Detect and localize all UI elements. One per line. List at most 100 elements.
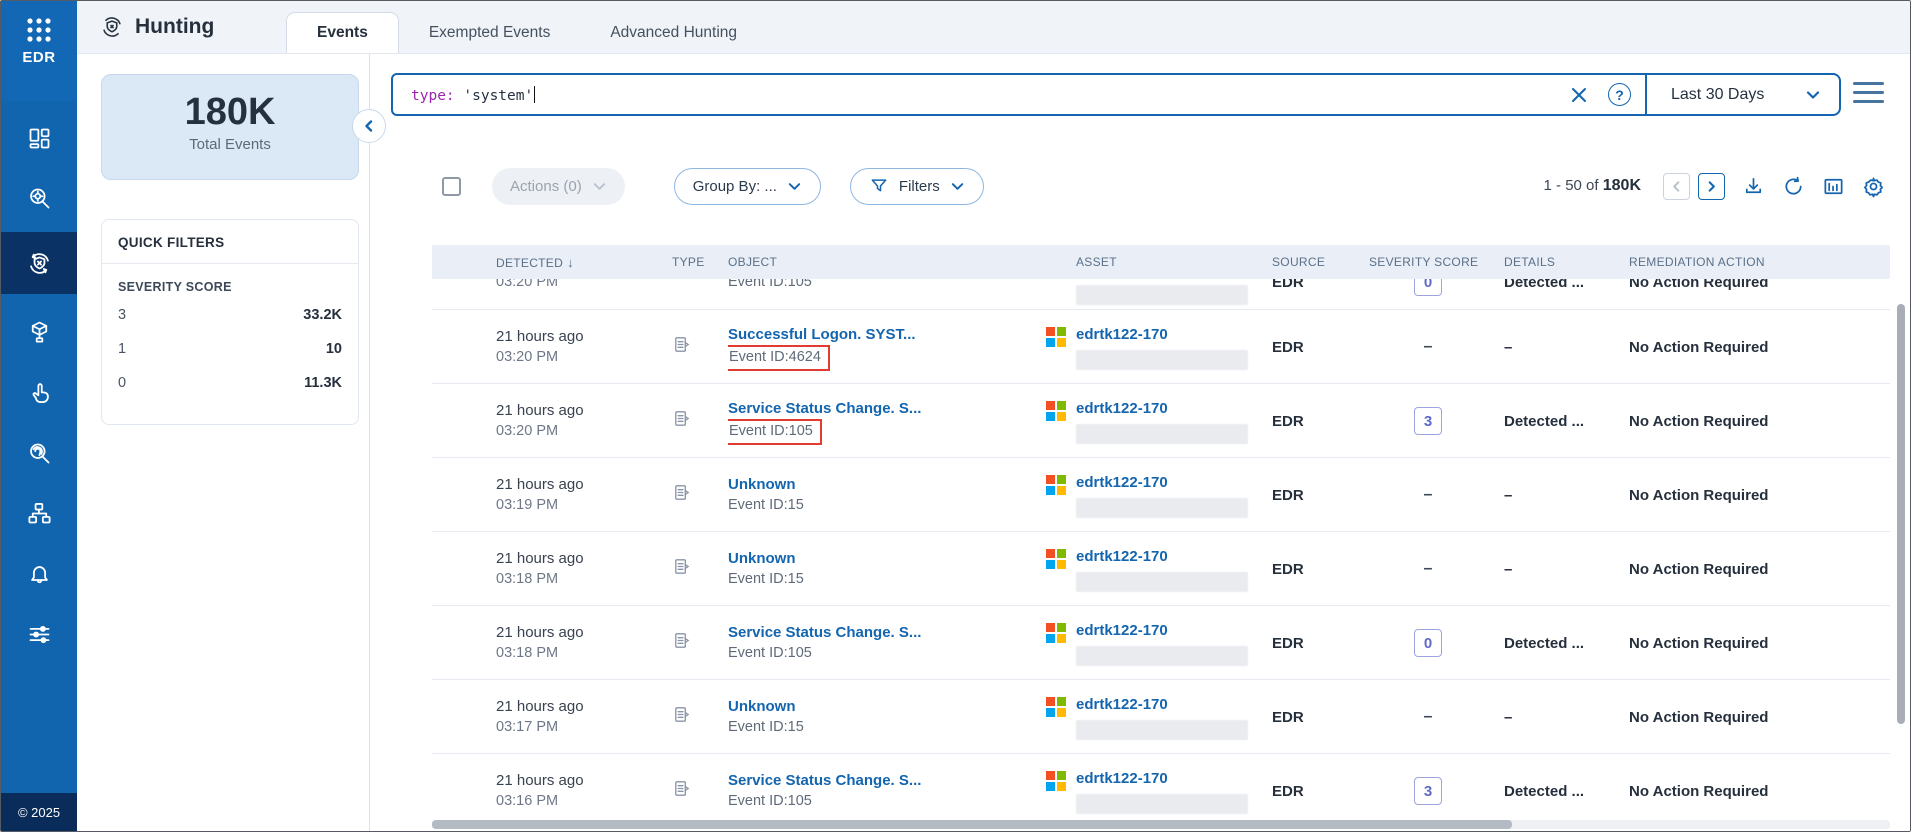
type-cell — [672, 335, 728, 359]
vertical-scrollbar[interactable] — [1897, 304, 1905, 724]
object-link[interactable]: Successful Logon. SYST... — [728, 325, 916, 343]
object-link[interactable]: Unknown — [728, 698, 796, 715]
sidebar-item-settings[interactable] — [1, 604, 77, 664]
detected-clock-time: 03:18 PM — [496, 571, 559, 587]
sidebar-item-dashboard[interactable] — [1, 108, 77, 168]
sidebar-item-forensics[interactable] — [1, 423, 77, 483]
table-toolbar: Actions (0) Group By: ... Filters 1 - 50… — [432, 164, 1885, 208]
top-bar: Hunting Events Exempted Events Advanced … — [77, 1, 1910, 54]
object-cell: Unknown Event ID:15 — [728, 474, 1028, 516]
sidebar-item-hunting[interactable] — [1, 232, 77, 294]
asset-link[interactable]: edrtk122-170 — [1076, 400, 1168, 417]
asset-link[interactable]: edrtk122-170 — [1076, 696, 1168, 713]
menu-button[interactable] — [1853, 82, 1884, 103]
asset-link[interactable]: edrtk122-170 — [1076, 548, 1168, 565]
time-range-dropdown[interactable]: Last 30 Days — [1645, 73, 1841, 116]
tab-exempted-events[interactable]: Exempted Events — [428, 24, 551, 41]
remediation-action-cell: No Action Required — [1629, 708, 1769, 726]
asset-cell: edrtk122-170 — [1028, 532, 1258, 605]
refresh-button[interactable] — [1782, 175, 1805, 198]
query-help-button[interactable]: ? — [1608, 83, 1631, 106]
table-row[interactable]: 21 hours ago 03:20 PM Service Status Cha… — [432, 384, 1890, 458]
gear-icon — [1864, 176, 1883, 197]
column-header-remediation-action[interactable]: REMEDIATION ACTION — [1629, 255, 1765, 269]
object-link[interactable]: Unknown — [728, 550, 796, 567]
severity-score-value: – — [1423, 560, 1433, 577]
pagination-range: 1 - 50 of 180K — [1543, 177, 1641, 194]
chevron-left-icon — [365, 120, 373, 132]
collapse-panel-button[interactable] — [352, 109, 386, 143]
response-hand-icon — [32, 382, 49, 403]
sort-descending-icon: ↓ — [567, 254, 574, 270]
table-row[interactable]: 21 hours ago 03:20 PM Successful Logon. … — [432, 310, 1890, 384]
table-body: 03:20 PM Event ID:105 edrtk122-170 — [432, 279, 1890, 828]
source-cell: EDR — [1272, 634, 1304, 652]
details-cell: Detected ... — [1504, 782, 1585, 800]
object-cell: Service Status Change. S... Event ID:105 — [728, 398, 1028, 445]
table-settings-button[interactable] — [1862, 175, 1885, 198]
object-link[interactable]: Service Status Change. S... — [728, 399, 922, 417]
asset-link[interactable]: edrtk122-170 — [1076, 326, 1168, 343]
chevron-down-icon — [788, 182, 801, 190]
table-row[interactable]: 03:20 PM Event ID:105 edrtk122-170 — [432, 279, 1890, 310]
horizontal-scrollbar-thumb[interactable] — [432, 820, 1512, 829]
object-link[interactable]: Service Status Change. S... — [728, 624, 922, 641]
asset-cell: edrtk122-170 — [1028, 606, 1258, 679]
sidebar-item-endpoints[interactable] — [1, 301, 77, 361]
previous-page-button[interactable] — [1663, 172, 1690, 200]
sidebar-item-threat-search[interactable] — [1, 168, 77, 228]
refresh-icon — [1785, 176, 1802, 195]
actions-button[interactable]: Actions (0) — [492, 167, 625, 205]
type-cell — [672, 483, 728, 507]
copyright: © 2025 — [1, 793, 77, 831]
horizontal-scrollbar[interactable] — [432, 820, 1890, 829]
filters-button[interactable]: Filters — [849, 167, 984, 205]
tab-events[interactable]: Events — [286, 12, 399, 53]
column-header-source[interactable]: SOURCE — [1272, 255, 1326, 269]
clear-query-button[interactable] — [1570, 86, 1588, 104]
table-row[interactable]: 21 hours ago 03:17 PM Unknown Event ID:1… — [432, 680, 1890, 754]
asset-link[interactable]: edrtk122-170 — [1076, 474, 1168, 491]
severity-filter-1[interactable]: 1 10 — [118, 341, 342, 357]
sidebar-item-notifications[interactable] — [1, 545, 77, 605]
chevron-right-icon — [1708, 180, 1715, 192]
severity-filter-3[interactable]: 3 33.2K — [118, 307, 342, 323]
sidebar-item-response[interactable] — [1, 363, 77, 423]
detected-relative-time: 21 hours ago — [496, 328, 584, 345]
column-header-asset[interactable]: ASSET — [1076, 255, 1117, 269]
tab-advanced-hunting[interactable]: Advanced Hunting — [610, 24, 737, 41]
table-row[interactable]: 21 hours ago 03:19 PM Unknown Event ID:1… — [432, 458, 1890, 532]
sidebar-item-hierarchy[interactable] — [1, 483, 77, 543]
column-header-detected[interactable]: DETECTED ↓ — [496, 254, 574, 270]
table-row[interactable]: 21 hours ago 03:18 PM Service Status Cha… — [432, 606, 1890, 680]
event-id-text: Event ID:15 — [728, 719, 804, 735]
object-link[interactable]: Unknown — [728, 476, 796, 493]
column-header-severity-score[interactable]: SEVERITY SCORE — [1369, 255, 1479, 269]
object-link[interactable]: Service Status Change. S... — [728, 772, 922, 789]
column-header-details[interactable]: DETAILS — [1504, 255, 1556, 269]
column-header-type[interactable]: TYPE — [672, 255, 705, 269]
sidebar-app-section: EDR — [1, 1, 77, 101]
detected-cell: 03:20 PM — [432, 279, 672, 293]
asset-link[interactable]: edrtk122-170 — [1076, 770, 1168, 787]
table-row[interactable]: 21 hours ago 03:18 PM Unknown Event ID:1… — [432, 532, 1890, 606]
event-id-text: Event ID:105 — [728, 645, 812, 661]
details-cell: Detected ... — [1504, 279, 1585, 291]
severity-filter-0[interactable]: 0 11.3K — [118, 375, 342, 391]
event-log-icon — [672, 559, 691, 580]
apps-grid-icon[interactable] — [24, 15, 54, 45]
asset-link[interactable]: edrtk122-170 — [1076, 622, 1168, 639]
column-header-object[interactable]: OBJECT — [728, 255, 778, 269]
export-button[interactable] — [1742, 175, 1765, 198]
remediation-action-cell: No Action Required — [1629, 486, 1769, 504]
event-log-icon — [672, 411, 691, 432]
select-all-checkbox[interactable] — [442, 176, 461, 196]
group-by-dropdown[interactable]: Group By: ... — [673, 167, 821, 205]
download-icon — [1745, 177, 1762, 193]
query-search-input[interactable]: type: 'system' ? — [391, 73, 1647, 116]
redacted-asset-detail — [1076, 720, 1248, 740]
chart-view-button[interactable] — [1822, 175, 1845, 198]
next-page-button[interactable] — [1698, 172, 1725, 200]
bar-chart-icon — [1824, 178, 1843, 194]
table-row[interactable]: 21 hours ago 03:16 PM Service Status Cha… — [432, 754, 1890, 828]
